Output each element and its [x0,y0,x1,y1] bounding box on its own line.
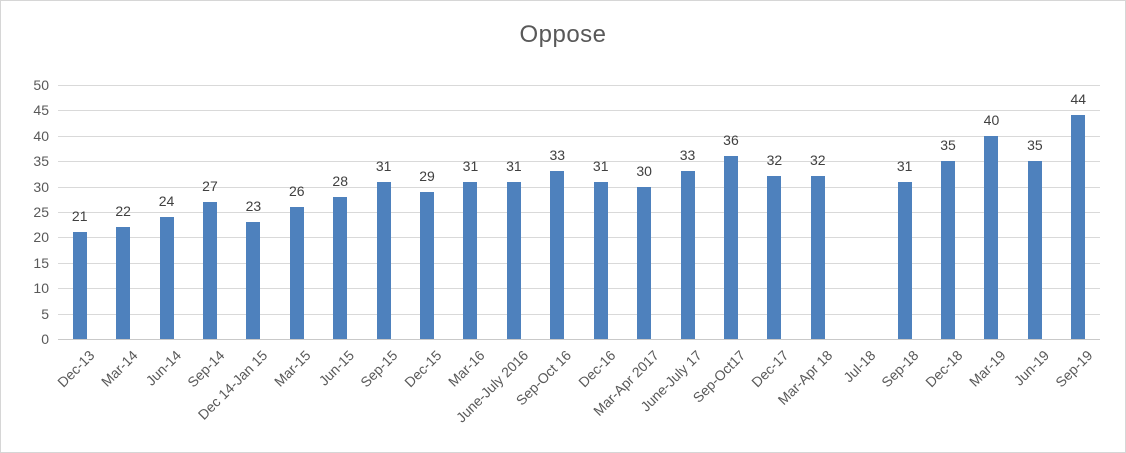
data-label: 21 [71,208,88,225]
gridline [58,237,1100,239]
data-label: 31 [506,157,522,174]
x-axis-tick-label: Sep-15 [357,347,401,391]
chart-title: Oppose [519,21,607,48]
x-axis-tick-label: Dec-15 [401,347,445,391]
data-label: 31 [462,157,479,174]
bar [550,171,565,339]
gridline [58,313,1100,315]
bar [897,181,912,339]
x-axis-line [58,339,1100,340]
x-axis-tick-label: Jun-19 [1010,347,1053,389]
bar [202,201,217,339]
data-label: 33 [679,147,696,164]
y-axis-tick-label: 30 [33,178,49,195]
x-axis-tick-label: Mar-14 [97,347,141,390]
data-label: 32 [809,152,826,169]
bar [289,206,304,339]
bar [723,156,738,339]
gridline [58,110,1100,112]
y-axis-tick-label: 50 [33,77,49,93]
gridline [58,262,1100,264]
bar [1071,115,1086,339]
y-axis-tick-label: 20 [33,229,49,246]
x-axis-tick-label: Jul-18 [840,347,879,386]
bar [680,171,695,339]
bar [116,227,131,339]
bar [941,161,956,339]
gridline [58,85,1100,86]
x-axis-tick-label: Dec-17 [748,347,792,391]
bar [463,181,478,339]
data-label: 30 [636,162,652,179]
x-axis-tick-label: Sep-19 [1052,347,1096,391]
bar [72,232,87,339]
data-label: 31 [592,157,609,174]
bar [420,191,435,339]
data-label: 31 [896,157,913,174]
y-axis-tick-label: 5 [41,305,49,322]
data-label: 24 [158,193,175,210]
data-label: 35 [940,137,956,154]
bar [159,217,174,339]
y-axis-tick-label: 40 [33,127,49,144]
bar [810,176,825,339]
y-axis-tick-label: 35 [33,153,49,170]
y-axis-tick-label: 25 [33,204,49,220]
data-label: 35 [1027,137,1043,154]
y-axis-tick-label: 0 [41,331,49,347]
x-axis-tick-label: Dec-16 [574,347,619,391]
bar [637,186,652,339]
x-axis-tick-label: Dec-18 [922,347,966,391]
x-axis-tick-label: Mar-16 [445,347,488,390]
data-label: 33 [549,147,566,164]
gridline [58,186,1100,188]
data-label: 44 [1070,91,1087,108]
bar [1027,161,1042,339]
x-axis-tick-label: Mar-19 [966,347,1009,390]
bar [767,176,782,339]
data-label: 36 [723,132,739,149]
gridline [58,135,1100,137]
data-label: 26 [288,182,305,199]
data-label: 29 [419,167,435,184]
y-axis-tick-label: 15 [33,254,49,271]
gridline [58,288,1100,290]
bar [984,135,999,339]
bar [593,181,608,339]
x-axis-tick-label: Jun-15 [315,347,358,389]
x-axis-tick-label: Dec-13 [53,347,98,391]
data-label: 40 [983,111,1000,128]
x-axis-tick-label: Jun-14 [142,347,184,389]
data-label: 32 [766,152,783,169]
y-axis-tick-label: 45 [33,102,49,119]
data-label: 31 [375,157,392,174]
bar [333,196,348,339]
gridline [58,161,1100,163]
y-axis-tick-label: 10 [33,280,49,297]
bar [376,181,391,339]
x-axis-tick-label: Sep-18 [878,347,922,391]
data-label: 23 [245,198,262,215]
data-label: 22 [115,203,131,220]
bar [506,181,521,339]
data-label: 27 [202,177,218,194]
data-label: 28 [332,172,348,189]
gridline [58,212,1100,213]
x-axis-tick-label: Mar-15 [271,347,315,390]
bar [246,222,261,339]
